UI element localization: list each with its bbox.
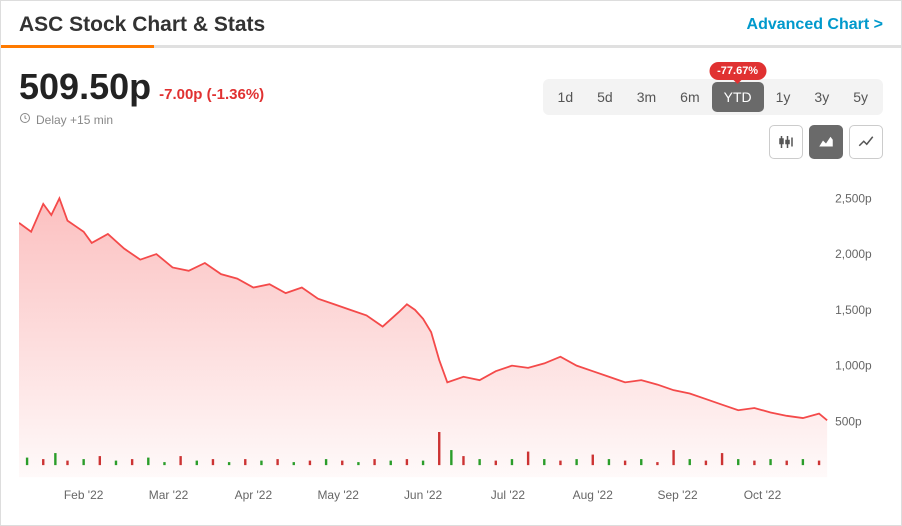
svg-text:Aug '22: Aug '22	[573, 488, 614, 502]
chart-controls: 1d5d3m6mYTD-77.67%1y3y5y	[543, 79, 883, 159]
price-change: -7.00p (-1.36%)	[159, 86, 264, 103]
svg-text:1,000p: 1,000p	[835, 359, 872, 373]
period-1y[interactable]: 1y	[764, 82, 803, 112]
svg-text:May '22: May '22	[317, 488, 359, 502]
header: ASC Stock Chart & Stats Advanced Chart >	[1, 1, 901, 45]
chart-type-line-icon[interactable]	[849, 125, 883, 159]
svg-text:Sep '22: Sep '22	[658, 488, 699, 502]
period-1d[interactable]: 1d	[546, 82, 586, 112]
price-chart[interactable]: 500p 1,000p 1,500p 2,000p 2,500p Feb '22 Mar '…	[19, 176, 883, 505]
chart-type-candlestick-icon[interactable]	[769, 125, 803, 159]
period-5d[interactable]: 5d	[585, 82, 625, 112]
svg-text:2,500p: 2,500p	[835, 191, 872, 205]
period-3m[interactable]: 3m	[625, 82, 668, 112]
chart-type-area-icon[interactable]	[809, 125, 843, 159]
panel-title: ASC Stock Chart & Stats	[19, 13, 265, 37]
svg-text:500p: 500p	[835, 414, 862, 428]
chart-area: 500p 1,000p 1,500p 2,000p 2,500p Feb '22 Mar '…	[19, 176, 883, 505]
period-6m[interactable]: 6m	[668, 82, 711, 112]
svg-text:Jun '22: Jun '22	[404, 488, 443, 502]
period-5y[interactable]: 5y	[841, 82, 880, 112]
svg-text:1,500p: 1,500p	[835, 303, 872, 317]
delay-text: Delay +15 min	[36, 113, 113, 127]
svg-text:2,000p: 2,000p	[835, 247, 872, 261]
period-3y[interactable]: 3y	[802, 82, 841, 112]
period-ytd[interactable]: YTD-77.67%	[712, 82, 764, 112]
progress-bar-fill	[1, 45, 154, 48]
clock-icon	[19, 112, 31, 127]
current-price: 509.50p	[19, 66, 151, 108]
svg-text:Jul '22: Jul '22	[491, 488, 526, 502]
stock-chart-panel: ASC Stock Chart & Stats Advanced Chart >…	[0, 0, 902, 526]
advanced-chart-link[interactable]: Advanced Chart >	[747, 16, 883, 34]
svg-text:Feb '22: Feb '22	[64, 488, 104, 502]
svg-text:Apr '22: Apr '22	[235, 488, 273, 502]
period-selector: 1d5d3m6mYTD-77.67%1y3y5y	[543, 79, 883, 115]
chart-type-selector	[769, 125, 883, 159]
svg-text:Mar '22: Mar '22	[149, 488, 189, 502]
period-change-badge: -77.67%	[709, 62, 766, 80]
svg-text:Oct '22: Oct '22	[744, 488, 782, 502]
progress-bar	[1, 45, 901, 48]
